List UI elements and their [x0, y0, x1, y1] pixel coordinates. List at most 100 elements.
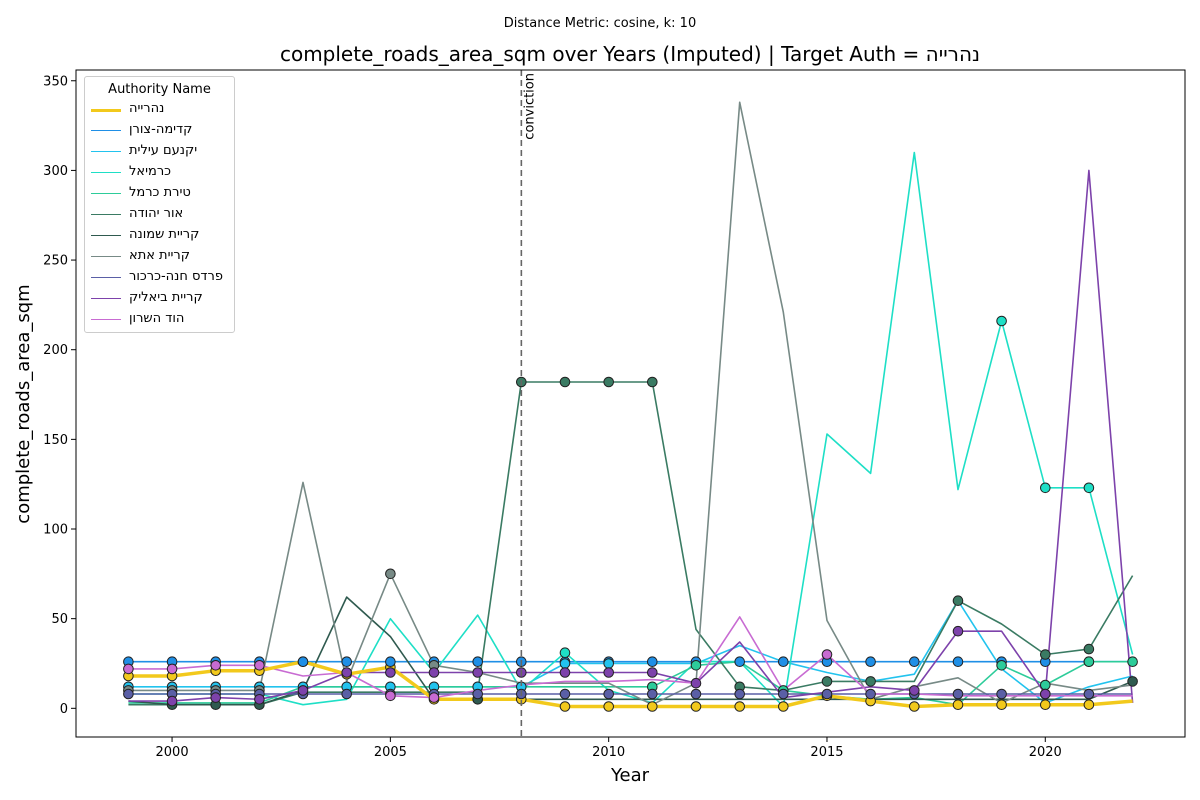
imputed-point [385, 690, 396, 702]
imputed-point [428, 667, 440, 678]
imputed-point [647, 701, 658, 712]
series-line [128, 381, 1134, 706]
imputed-point [559, 376, 571, 388]
legend-label: קריית ביאליק [129, 290, 203, 305]
legend-item: טירת כרמל [91, 185, 231, 203]
chart-title: complete_roads_area_sqm over Years (Impu… [280, 42, 980, 66]
legend-swatch [91, 151, 121, 152]
imputed-point [690, 677, 702, 689]
legend-swatch [91, 130, 121, 131]
x-axis: 2000 2005 2010 2015 2020 [156, 737, 1062, 760]
legend-item: קריית אתא [91, 248, 231, 266]
y-tick-label: 0 [60, 702, 68, 717]
imputed-point [341, 667, 353, 678]
imputed-point [1083, 482, 1095, 494]
imputed-point [472, 667, 484, 678]
figure-suptitle: Distance Metric: cosine, k: 10 [504, 16, 696, 31]
series-line [128, 596, 1133, 706]
legend-swatch [91, 235, 121, 236]
x-tick-label: 2005 [374, 745, 407, 760]
imputed-point [385, 667, 396, 678]
imputed-point [690, 701, 702, 712]
imputed-point [996, 315, 1007, 327]
imputed-point [1040, 482, 1051, 494]
imputed-point [559, 701, 571, 712]
imputed-point [778, 656, 789, 668]
series-line [128, 599, 1133, 704]
legend-label: קדימה-צורן [129, 122, 193, 137]
legend-label: נהרייה [129, 101, 165, 116]
imputed-point [952, 688, 964, 700]
imputed-point [909, 701, 920, 712]
series-line [128, 660, 1133, 706]
imputed-point [1083, 688, 1095, 700]
legend-swatch [91, 214, 121, 215]
legend-swatch [91, 277, 121, 278]
marker-layer [123, 315, 1138, 712]
legend-item: כרמיאל [91, 164, 231, 182]
imputed-point [603, 658, 615, 669]
imputed-point [909, 685, 920, 696]
imputed-point [123, 688, 134, 700]
series-line [128, 151, 1134, 708]
imputed-point [952, 699, 964, 711]
y-tick-label: 50 [51, 612, 68, 627]
imputed-point [1040, 688, 1051, 700]
imputed-point [821, 676, 833, 687]
imputed-point [865, 676, 876, 687]
imputed-point [385, 656, 396, 668]
imputed-point [472, 656, 484, 668]
y-axis-label: complete_roads_area_sqm [13, 284, 34, 523]
legend-item: קדימה-צורן [91, 122, 231, 140]
y-tick-label: 150 [43, 433, 68, 448]
imputed-point [385, 568, 396, 580]
x-tick-label: 2015 [810, 745, 843, 760]
legend-label: קריית אתא [129, 248, 190, 263]
legend-item: אור יהודה [91, 206, 231, 224]
legend-swatch [91, 319, 121, 320]
imputed-point [647, 376, 658, 388]
legend-item: קריית שמונה [91, 227, 231, 245]
y-tick-label: 100 [43, 523, 68, 538]
legend-label: אור יהודה [129, 206, 184, 221]
legend-item: יקנעם עילית [91, 143, 231, 161]
imputed-point [603, 667, 615, 678]
imputed-point [909, 656, 920, 668]
imputed-point [559, 667, 571, 678]
imputed-point [123, 663, 134, 675]
imputed-point [166, 695, 178, 707]
imputed-point [254, 694, 265, 705]
imputed-point [690, 688, 702, 700]
imputed-point [821, 649, 833, 660]
legend-label: טירת כרמל [129, 185, 191, 200]
legend-label: כרמיאל [129, 164, 172, 179]
imputed-point [734, 701, 746, 712]
imputed-point [952, 595, 964, 607]
y-tick-label: 250 [43, 254, 68, 269]
imputed-point [559, 647, 571, 659]
imputed-point [603, 688, 615, 700]
series-line [128, 616, 1133, 699]
legend: Authority Name נהרייה קדימה-צורן יקנעם עיל… [84, 76, 235, 333]
x-tick-label: 2000 [156, 745, 189, 760]
legend-swatch [91, 172, 121, 173]
legend-item: נהרייה [91, 101, 231, 119]
imputed-point [559, 658, 571, 669]
legend-label: יקנעם עילית [129, 143, 198, 158]
imputed-point [647, 667, 658, 678]
imputed-point [166, 663, 178, 675]
series-line [128, 169, 1134, 703]
x-tick-label: 2020 [1029, 745, 1062, 760]
legend-label: הוד השרון [129, 311, 185, 326]
imputed-point [996, 688, 1007, 700]
legend-title: Authority Name [108, 82, 211, 97]
y-axis: 0 50 100 150 200 250 300 350 [43, 74, 76, 717]
legend-label: פרדס חנה-כרכור [129, 269, 223, 284]
imputed-point [428, 692, 440, 703]
imputed-point [734, 688, 746, 700]
imputed-point [341, 656, 353, 668]
imputed-point [254, 660, 265, 671]
imputed-point [603, 376, 615, 388]
legend-swatch [91, 109, 121, 112]
legend-swatch [91, 298, 121, 299]
